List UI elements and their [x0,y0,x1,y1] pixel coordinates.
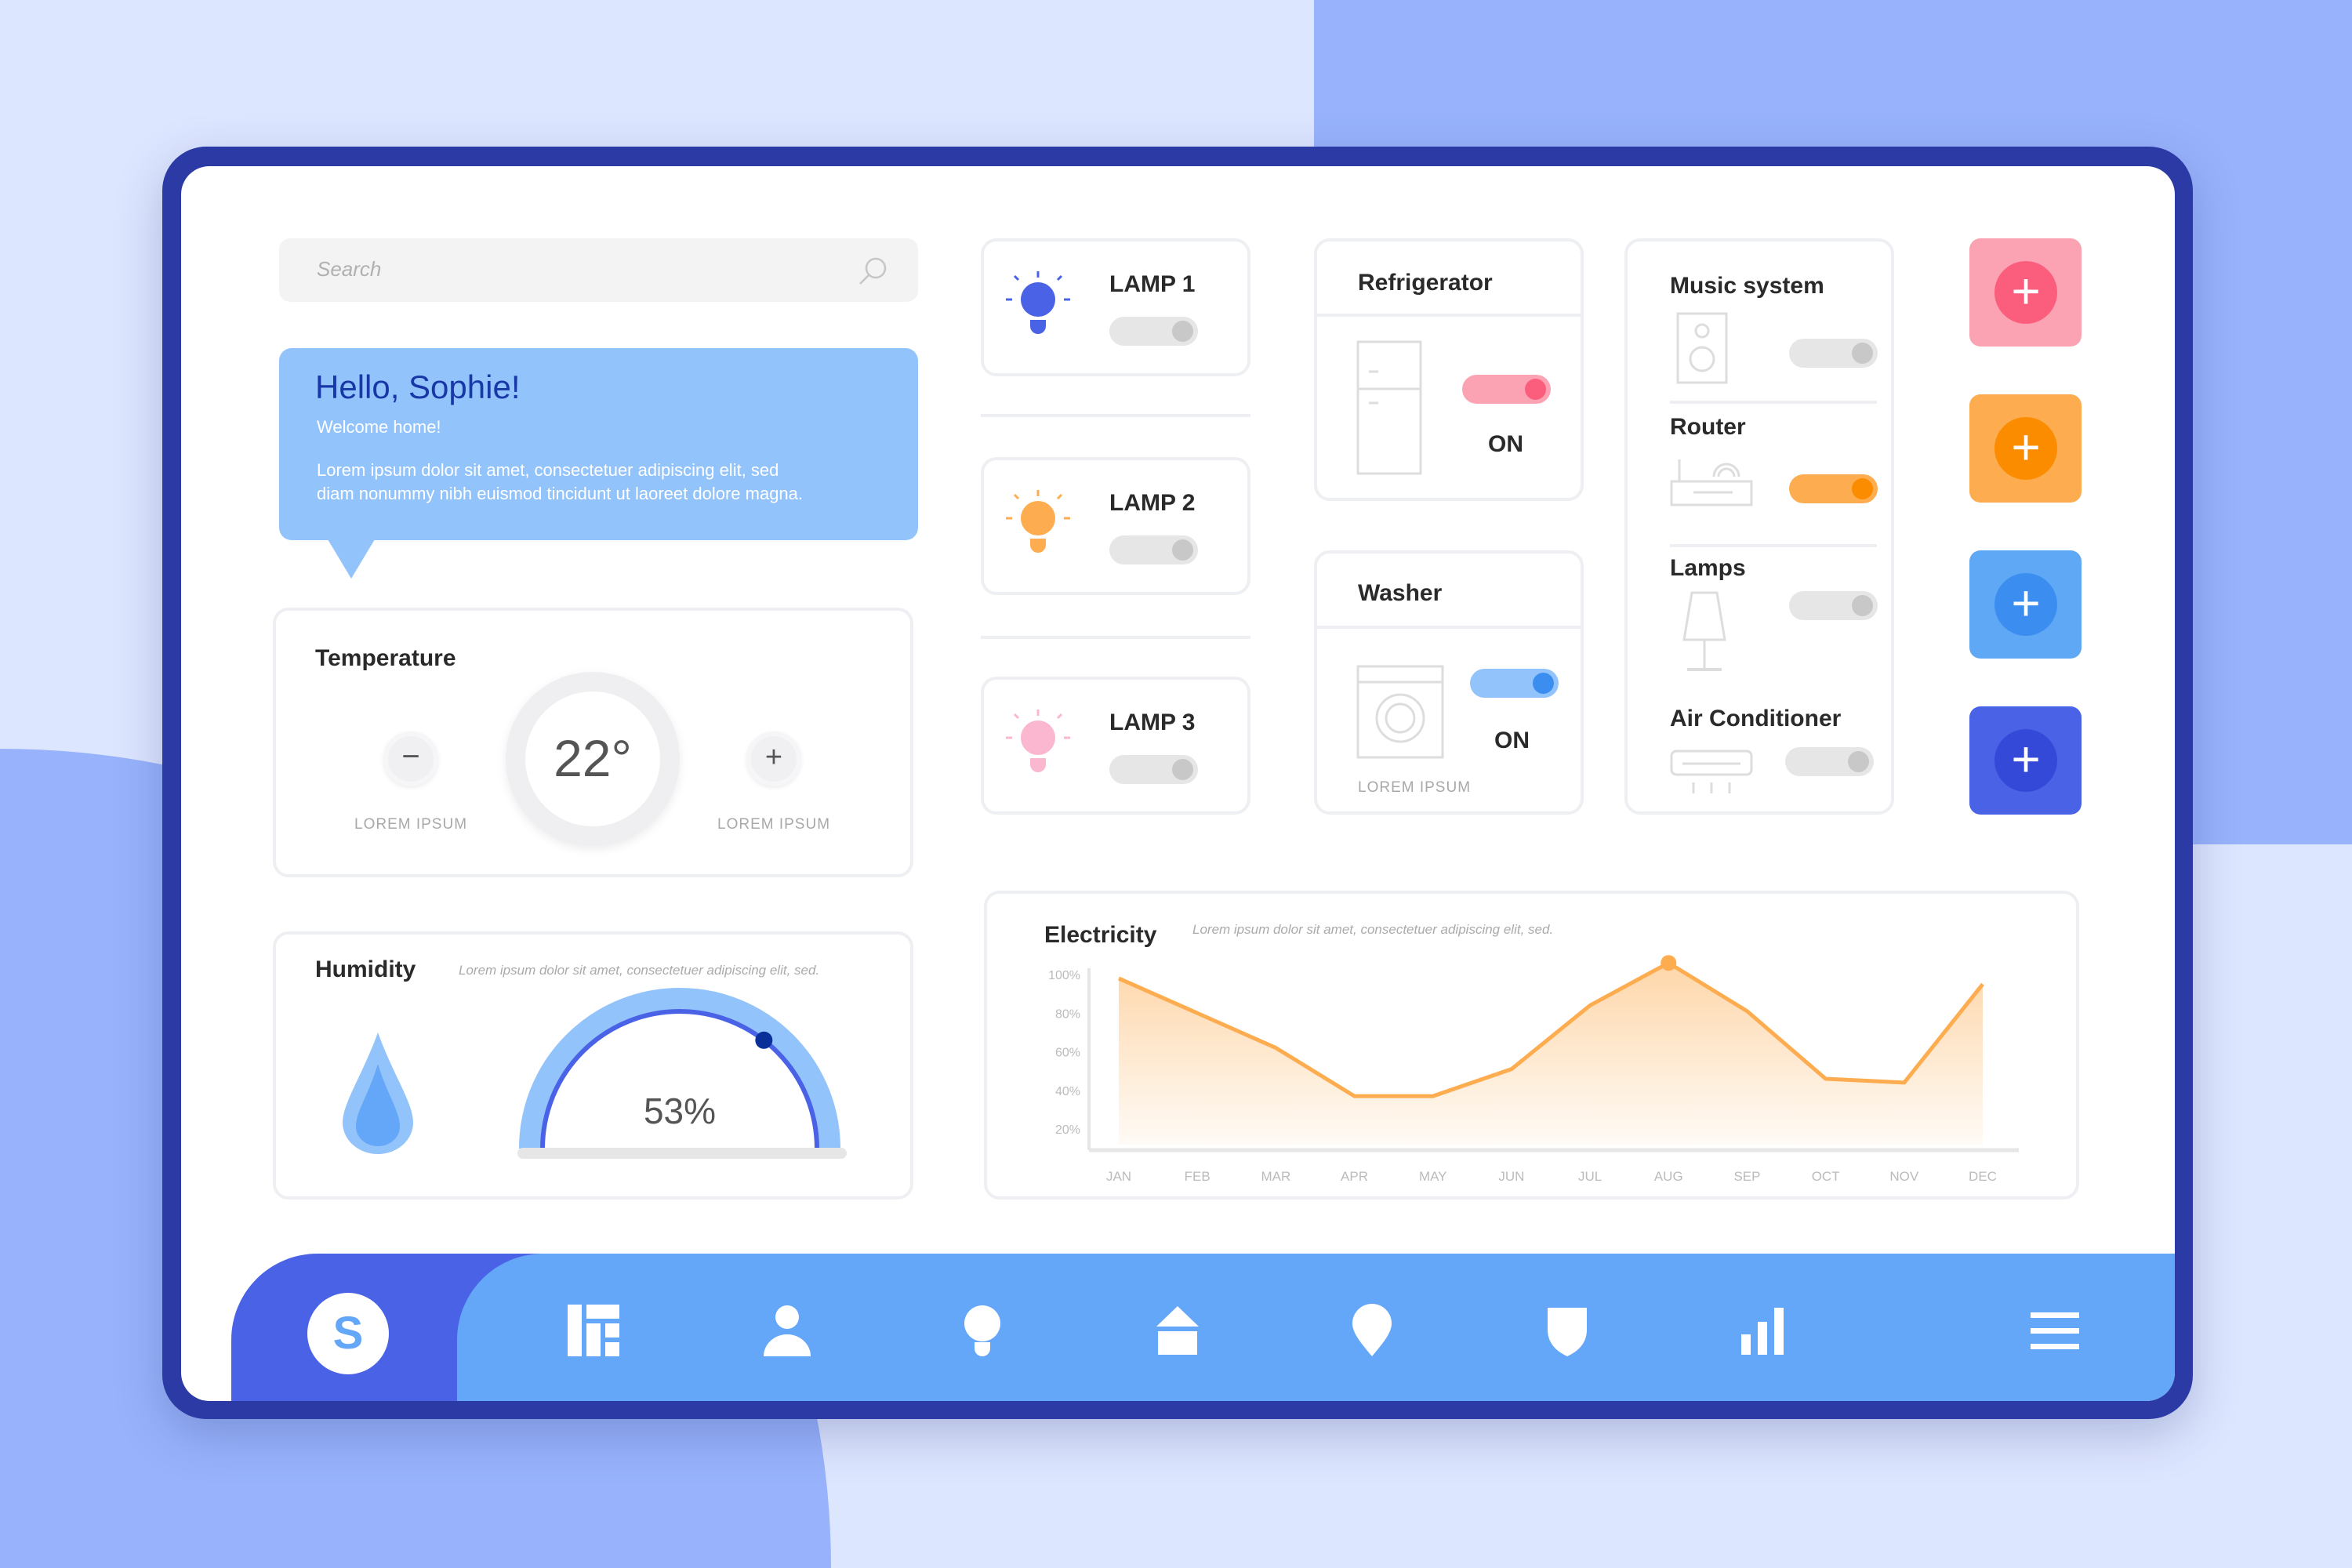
decrease-label: LOREM IPSUM [354,816,468,833]
temperature-title: Temperature [315,645,456,671]
plus-icon: + [1994,573,2057,636]
device-label: Router [1670,414,1746,440]
increase-button[interactable]: + [746,731,801,786]
search-placeholder: Search [317,257,382,281]
humidity-title: Humidity [315,956,416,982]
air-conditioner-toggle[interactable] [1785,747,1874,776]
refrigerator-card: Refrigerator ON [1314,238,1584,501]
washer-state: ON [1494,728,1530,753]
plus-icon: + [1994,261,2057,324]
greeting-body-2: diam nonummy nibh euismod tincidunt ut l… [317,484,804,503]
speaker-icon [1676,312,1728,384]
lamp-1-toggle[interactable] [1109,317,1198,346]
devices-card: Music system Router Lamps Air Conditione… [1624,238,1894,815]
location-icon[interactable] [1345,1303,1399,1358]
device-label: Music system [1670,273,1824,299]
electricity-card: Electricity Lorem ipsum dolor sit amet, … [984,891,2079,1200]
lamp-card-1: LAMP 1 [981,238,1250,376]
bulb-icon [1006,490,1070,553]
temperature-dial[interactable]: 22° [506,672,680,846]
dial-face [525,691,660,826]
refrigerator-state: ON [1488,431,1523,457]
user-icon[interactable] [760,1303,815,1358]
lamp-card-3: LAMP 3 [981,677,1250,815]
refrigerator-toggle[interactable] [1462,375,1551,404]
add-button-4[interactable]: + [1969,706,2082,815]
washer-title: Washer [1358,580,1443,606]
search-input[interactable]: Search [279,238,918,302]
washer-icon [1356,665,1444,759]
greeting-bubble: Hello, Sophie! Welcome home! Lorem ipsum… [279,348,918,540]
greeting-title: Hello, Sophie! [315,368,521,405]
bottom-nav-bar [457,1254,2175,1401]
decrease-button[interactable]: − [383,731,438,786]
add-button-3[interactable]: + [1969,550,2082,659]
washer-caption: LOREM IPSUM [1358,779,1472,796]
washer-toggle[interactable] [1470,669,1559,698]
divider [981,636,1250,639]
bulb-icon[interactable] [955,1303,1010,1358]
water-drop-icon [343,1033,413,1154]
bulb-icon [1006,710,1070,772]
humidity-card: Humidity Lorem ipsum dolor sit amet, con… [273,931,913,1200]
bubble-tail [328,539,375,579]
bulb-icon [1006,271,1070,334]
shield-icon[interactable] [1540,1303,1595,1358]
humidity-description: Lorem ipsum dolor sit amet, consectetuer… [459,963,820,978]
plus-icon: + [1994,417,2057,480]
refrigerator-title: Refrigerator [1358,270,1493,296]
divider [1670,401,1877,404]
increase-label: LOREM IPSUM [717,816,831,833]
device-label: Air Conditioner [1670,706,1842,731]
greeting-body-1: Lorem ipsum dolor sit amet, consectetuer… [317,460,779,480]
lamp-icon [1682,591,1726,671]
divider [1670,544,1877,547]
temperature-value: 22° [554,729,632,787]
humidity-value: 53% [643,1091,717,1131]
lamp-2-toggle[interactable] [1109,535,1198,564]
stats-icon[interactable] [1735,1303,1790,1358]
temperature-card: Temperature − + LOREM IPSUM LOREM IPSUM … [273,608,913,877]
music-system-toggle[interactable] [1789,339,1878,368]
search-icon[interactable] [855,254,890,289]
greeting-subtitle: Welcome home! [317,417,441,437]
air-conditioner-icon [1670,750,1753,793]
divider [981,414,1250,417]
lamp-card-2: LAMP 2 [981,457,1250,595]
electricity-description: Lorem ipsum dolor sit amet, consectetuer… [1192,922,1554,937]
device-label: Lamps [1670,555,1746,581]
menu-icon[interactable] [2027,1303,2082,1358]
lamps-toggle[interactable] [1789,591,1878,620]
home-icon[interactable] [1150,1303,1205,1358]
avatar[interactable]: S [307,1293,389,1374]
lamp-label: LAMP 1 [1109,271,1196,297]
router-icon [1670,459,1753,506]
router-toggle[interactable] [1789,474,1878,503]
dashboard-icon[interactable] [566,1303,621,1358]
electricity-title: Electricity [1044,922,1157,948]
lamp-label: LAMP 2 [1109,490,1196,516]
plus-icon: + [1994,729,2057,792]
refrigerator-icon [1356,340,1422,475]
divider [1317,626,1581,629]
divider [1317,314,1581,317]
lamp-3-toggle[interactable] [1109,755,1198,784]
washer-card: Washer ON LOREM IPSUM [1314,550,1584,815]
add-button-1[interactable]: + [1969,238,2082,347]
lamp-label: LAMP 3 [1109,710,1196,735]
add-button-2[interactable]: + [1969,394,2082,503]
